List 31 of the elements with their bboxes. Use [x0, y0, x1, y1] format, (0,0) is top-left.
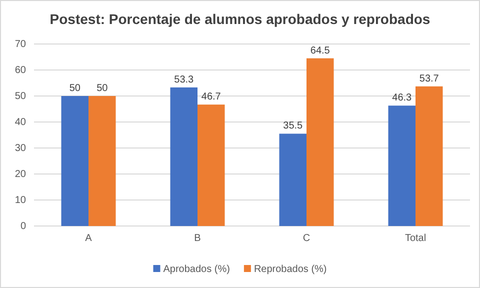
data-label: 53.3 — [174, 74, 194, 86]
data-label: 50 — [96, 83, 108, 94]
data-label: 64.5 — [310, 45, 330, 56]
x-tick-label: C — [302, 233, 310, 244]
data-label: 46.7 — [201, 92, 222, 103]
bar — [61, 96, 88, 226]
bar — [170, 87, 198, 226]
y-tick-label: 40 — [14, 117, 26, 128]
y-tick-label: 60 — [14, 65, 26, 76]
data-label: 35.5 — [283, 120, 304, 132]
bar — [88, 96, 116, 226]
data-label: 46.3 — [392, 92, 412, 104]
x-tick-label: B — [194, 233, 202, 244]
y-tick-label: 0 — [20, 221, 26, 232]
y-tick-label: 70 — [14, 39, 26, 50]
legend-label: Aprobados (%) — [163, 264, 230, 275]
data-label: 53.7 — [419, 73, 440, 84]
bar — [388, 106, 416, 226]
legend-label: Reprobados (%) — [254, 264, 327, 275]
bar — [416, 86, 443, 226]
y-tick-label: 50 — [14, 91, 26, 102]
data-label: 50 — [69, 83, 81, 94]
bar — [279, 134, 306, 226]
x-tick-label: Total — [404, 233, 426, 244]
bar — [198, 104, 225, 226]
chart-title: Postest: Porcentaje de alumnos aprobados y reprobados — [50, 11, 430, 27]
bar — [306, 58, 334, 226]
y-tick-label: 30 — [14, 143, 26, 154]
x-tick-label: A — [85, 233, 92, 244]
y-tick-label: 20 — [14, 169, 26, 180]
y-tick-label: 10 — [14, 195, 26, 206]
